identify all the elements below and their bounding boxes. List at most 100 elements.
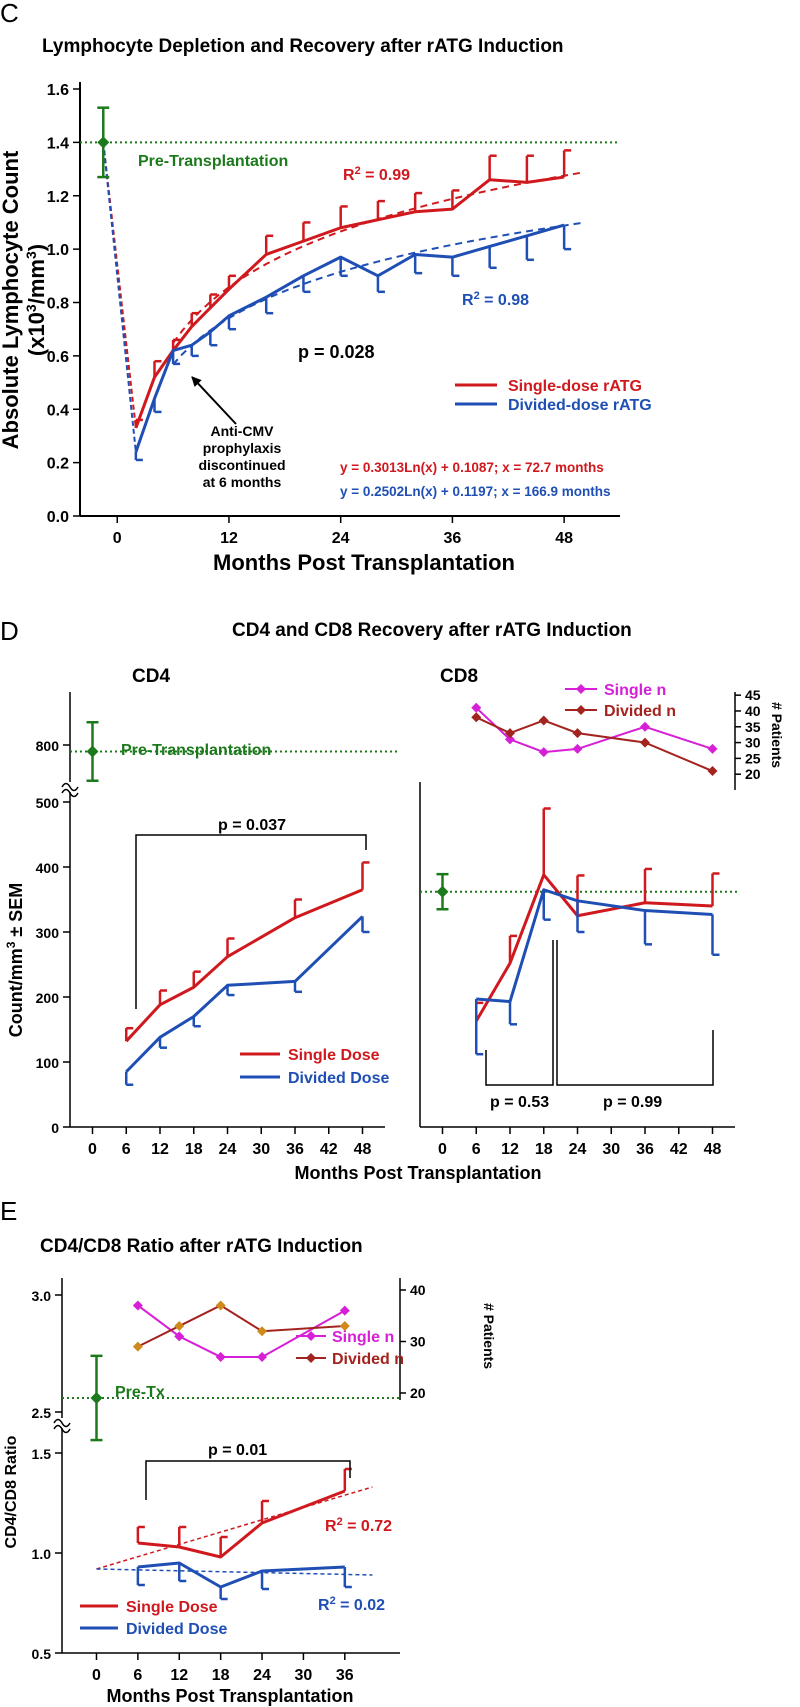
panel-e-y-tick-label: 1.0 <box>32 1546 52 1562</box>
panel-d-right-tick-label: 35 <box>745 719 761 735</box>
panel-c-plot <box>80 106 620 462</box>
panel-d-right-tick-label: 30 <box>745 735 761 751</box>
panel-d-y-tick-label: 0 <box>51 1120 59 1136</box>
panel-c-legend-single: Single-dose rATG <box>508 378 642 395</box>
panel-c-legend: Single-dose rATG Divided-dose rATG <box>455 378 652 414</box>
panel-e-plot <box>62 1300 400 1601</box>
panel-d-single-n-marker <box>572 743 583 754</box>
panel-e-divided-line <box>137 1561 345 1589</box>
panel-d-axis-break-icon <box>61 782 79 798</box>
panel-d-cd4-x-tick-label: 6 <box>122 1141 131 1158</box>
panel-d-right-label: # Patients <box>769 702 785 768</box>
panel-d-right-tick-label: 20 <box>745 766 761 782</box>
panel-d-divided-n-marker <box>640 737 650 748</box>
panel-e-bracket <box>145 1460 351 1500</box>
panel-c-x-tick-label: 24 <box>332 530 350 547</box>
panel-d-cd4-pvalue: p = 0.037 <box>218 817 286 834</box>
panel-e-letter: E <box>0 1196 17 1226</box>
panel-e-single-line <box>137 1489 346 1559</box>
panel-d-cd4-x-tick-label: 30 <box>252 1141 270 1158</box>
panel-c-x-tick-label: 0 <box>113 530 122 547</box>
panel-c-arrow-line3: discontinued <box>198 457 285 473</box>
panel-e-right-ticks: 20 30 40 <box>400 1282 426 1401</box>
panel-e-x-tick-label: 12 <box>170 1667 188 1684</box>
panel-d-y-tick-label: 500 <box>36 795 60 811</box>
panel-d-n-legend: Single n Divided n <box>565 682 676 720</box>
panel-e-top-y-tick-label: 2.5 <box>32 1405 52 1421</box>
panel-d-cd4-x-tick-label: 18 <box>185 1141 203 1158</box>
panel-e-divided-n-marker <box>132 1341 143 1352</box>
panel-c-y-tick-label: 1.4 <box>47 135 69 152</box>
panel-d-single-n-marker <box>640 721 650 732</box>
panel-c-equation-single: y = 0.3013Ln(x) + 0.1087; x = 72.7 month… <box>340 460 604 475</box>
panel-d-cd8-x-tick-label: 24 <box>569 1141 587 1158</box>
panel-d-cd8-x-tick-label: 0 <box>438 1141 447 1158</box>
panel-d-cd4-x-tick-label: 12 <box>151 1141 169 1158</box>
panel-d-divided-n-marker <box>538 715 549 726</box>
panel-d-divided-n-marker <box>572 728 583 739</box>
panel-c-x-ticks: 0 12 24 36 48 <box>113 516 573 547</box>
panel-c-title: Lymphocyte Depletion and Recovery after … <box>42 36 564 57</box>
panel-d-right-tick-label: 25 <box>745 750 761 766</box>
panel-e-divided-n-marker <box>257 1326 268 1337</box>
panel-e-y-label: CD4/CD8 Ratio <box>3 1435 20 1548</box>
panel-d: D CD4 and CD8 Recovery after rATG Induct… <box>0 616 785 1183</box>
panel-e-pvalue: p = 0.01 <box>208 1442 267 1459</box>
panel-c-y-label: Absolute Lymphocyte Count (x103/mm3) <box>0 150 49 449</box>
panel-c-x-label: Months Post Transplantation <box>213 550 515 575</box>
panel-e-divided-n-marker <box>339 1321 350 1332</box>
panel-d-single-n-marker <box>471 702 482 713</box>
panel-d-cd8-divided-line <box>476 888 713 1004</box>
panel-d-pretx-label: Pre-Transplantation <box>121 742 271 759</box>
panel-c-r2-divided: R2 = 0.98 <box>462 290 529 309</box>
panel-e-trend-divided-line <box>96 1568 373 1576</box>
panel-e-y-label-text: CD4/CD8 Ratio <box>3 1435 20 1548</box>
panel-d-cd8-bracket-a <box>485 940 554 1086</box>
panel-d-legend-divided-n: Divided n <box>604 703 676 720</box>
panel-e-right-tick-label: 40 <box>410 1282 426 1298</box>
panel-e-x-tick-label: 0 <box>92 1667 101 1684</box>
panel-c-y-tick-label: 0.2 <box>47 456 69 473</box>
panel-e-x-tick-label: 24 <box>253 1667 271 1684</box>
panel-c-pretx-marker <box>97 136 110 149</box>
panel-c-y-ticks: 0.0 0.2 0.4 0.6 0.8 1.0 1.2 1.4 1.6 <box>47 82 80 526</box>
panel-d-single-n-line <box>475 707 713 754</box>
panel-e-n-legend: Single n Divided n <box>296 1329 404 1368</box>
panel-d-cd8-x-tick-label: 30 <box>602 1141 620 1158</box>
panel-c-y-tick-label: 0.6 <box>47 349 69 366</box>
panel-e-x-ticks: 0 6 12 18 24 30 36 <box>92 1653 354 1684</box>
panel-d-y-tick-label: 300 <box>36 925 60 941</box>
panel-d-right-tick-label: 40 <box>745 703 761 719</box>
panel-d-legend-single: Single Dose <box>288 1047 380 1064</box>
panel-c-trend-single-line <box>172 171 583 344</box>
panel-d-single-n-marker <box>707 743 718 754</box>
panel-e-axis-break-icon <box>53 1418 71 1434</box>
panel-e-right-label: # Patients <box>481 1303 497 1369</box>
panel-d-cd4-plot <box>70 721 400 1086</box>
panel-e-single-n-marker <box>339 1305 350 1316</box>
panel-d-cd4-x-tick-label: 42 <box>320 1141 338 1158</box>
panel-d-cd8-pretx-marker <box>436 885 449 898</box>
panel-d-y-tick-label: 400 <box>36 860 60 876</box>
panel-e-divided-n-line <box>137 1304 345 1348</box>
panel-d-cd8-x-tick-label: 48 <box>704 1141 722 1158</box>
panel-e-pretx-marker <box>90 1391 103 1404</box>
panel-e-right-tick-label: 30 <box>410 1334 426 1350</box>
panel-d-cd4-x-tick-label: 0 <box>88 1141 97 1158</box>
panel-c: C Lymphocyte Depletion and Recovery afte… <box>0 0 652 575</box>
panel-c-equation-divided: y = 0.2502Ln(x) + 0.1197; x = 166.9 mont… <box>340 484 611 499</box>
panel-e-divided-n-marker <box>174 1321 185 1332</box>
panel-d-subtitle-cd4: CD4 <box>132 666 170 687</box>
panel-d-x-label: Months Post Transplantation <box>294 1163 541 1183</box>
panel-e-legend-divided-n: Divided n <box>332 1351 404 1368</box>
panel-e-y-tick-label: 1.5 <box>32 1446 52 1462</box>
panel-d-cd4-single-line <box>125 888 364 1043</box>
panel-d-y-tick-label: 100 <box>36 1055 60 1071</box>
panel-c-drop-line <box>102 142 137 453</box>
panel-d-cd4-x-tick-label: 48 <box>354 1141 372 1158</box>
panel-d-y-label-text: Count/mm3 ± SEM <box>4 883 26 1038</box>
panel-d-letter: D <box>0 616 19 646</box>
panel-e-legend-single: Single Dose <box>126 1599 218 1616</box>
panel-d-subtitle-cd8: CD8 <box>440 666 478 687</box>
